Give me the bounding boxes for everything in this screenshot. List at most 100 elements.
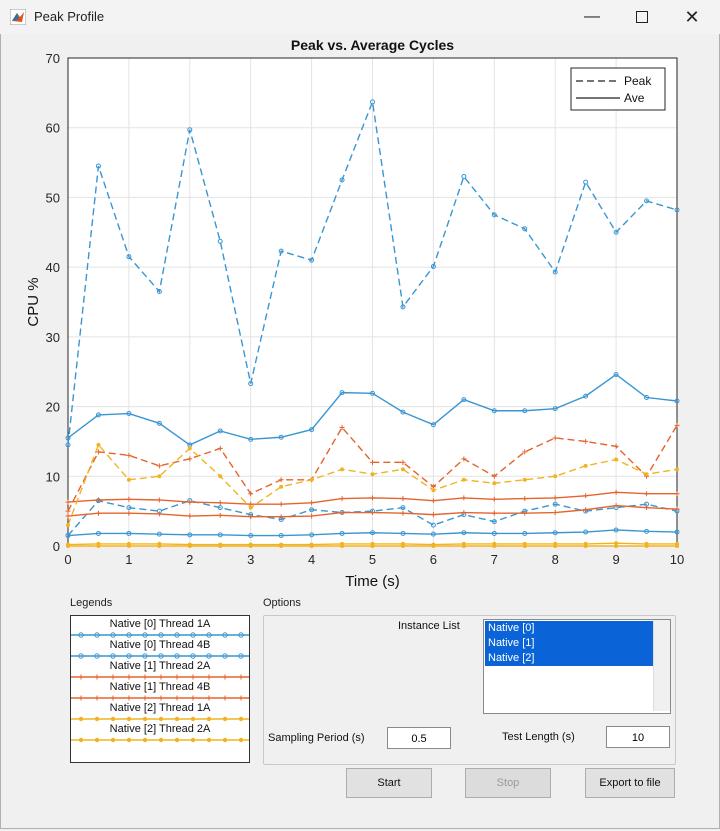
instance-list-item[interactable]: Native [2] xyxy=(485,651,653,666)
data-point xyxy=(583,438,589,444)
legend-marker xyxy=(206,674,212,680)
data-point xyxy=(340,467,345,472)
data-point xyxy=(339,530,345,536)
legends-panel: Native [0] Thread 1A Native [0] Thread 4B… xyxy=(70,615,250,763)
test-length-input[interactable]: 10 xyxy=(606,726,670,748)
data-point xyxy=(278,477,284,483)
legend-marker xyxy=(78,737,84,743)
legend-marker xyxy=(190,632,196,638)
data-point xyxy=(95,449,101,455)
instance-listbox[interactable]: Native [0] Native [1] Native [2] xyxy=(483,619,671,714)
legend-marker xyxy=(94,653,100,659)
data-point xyxy=(552,510,558,516)
legend-marker xyxy=(174,632,180,638)
data-point xyxy=(370,390,375,396)
sampling-period-input[interactable]: 0.5 xyxy=(387,727,451,749)
legend-marker xyxy=(94,716,100,722)
data-point xyxy=(644,505,650,511)
data-point xyxy=(461,456,467,462)
y-tick-label: 60 xyxy=(46,121,60,136)
minimize-button[interactable]: — xyxy=(572,4,612,30)
data-point xyxy=(218,544,223,548)
data-point xyxy=(644,472,649,477)
legend-item-swatch xyxy=(71,737,249,743)
data-point xyxy=(430,531,436,537)
legend-marker xyxy=(110,674,116,680)
data-point xyxy=(65,533,71,539)
stop-button[interactable]: Stop xyxy=(465,768,551,798)
close-icon: ✕ xyxy=(684,6,700,27)
data-point xyxy=(340,544,345,548)
x-tick-label: 9 xyxy=(612,552,619,567)
data-point xyxy=(613,503,619,509)
legend-item-label: Native [2] Thread 1A xyxy=(109,702,211,714)
data-point xyxy=(431,544,436,548)
data-point xyxy=(187,513,193,519)
x-tick-label: 3 xyxy=(247,552,254,567)
y-tick-label: 50 xyxy=(46,190,60,205)
data-point xyxy=(522,530,528,536)
legend-marker xyxy=(190,695,196,701)
instance-list-item[interactable]: Native [0] xyxy=(485,621,653,636)
data-point xyxy=(644,544,649,548)
legend-item-swatch xyxy=(71,674,249,680)
legend-marker xyxy=(78,632,84,638)
data-point xyxy=(126,411,132,417)
data-point xyxy=(674,491,680,497)
data-point xyxy=(279,544,284,548)
chart-legend xyxy=(570,67,666,111)
data-point xyxy=(95,510,101,516)
x-tick-label: 10 xyxy=(670,552,684,567)
data-point xyxy=(126,496,132,502)
data-point xyxy=(583,544,588,548)
data-point xyxy=(491,519,497,525)
data-point xyxy=(400,505,406,511)
data-point xyxy=(491,473,497,479)
legend-marker xyxy=(222,653,228,659)
data-point xyxy=(187,544,192,548)
data-point xyxy=(613,229,619,235)
matlab-icon xyxy=(10,9,26,25)
data-point xyxy=(492,481,497,486)
data-point xyxy=(248,491,254,497)
legend-marker xyxy=(222,674,228,680)
legend-item-label: Native [1] Thread 2A xyxy=(109,660,211,672)
data-point xyxy=(553,474,558,479)
data-point xyxy=(552,530,558,536)
data-point xyxy=(339,390,345,396)
data-point xyxy=(644,528,650,534)
legend-marker xyxy=(126,716,132,722)
data-point xyxy=(187,127,193,133)
legend-item-label: Native [1] Thread 4B xyxy=(109,681,211,693)
instance-list-item[interactable]: Native [1] xyxy=(485,636,653,651)
x-tick-label: 2 xyxy=(186,552,193,567)
legend-marker xyxy=(238,632,244,638)
data-point xyxy=(339,424,345,430)
maximize-icon xyxy=(636,11,648,23)
legend-item: Native [1] Thread 4B xyxy=(71,681,249,702)
legend-marker xyxy=(126,695,132,701)
data-point xyxy=(218,474,223,479)
data-point xyxy=(675,467,679,472)
data-point xyxy=(126,452,132,458)
data-point xyxy=(674,398,680,404)
data-point xyxy=(674,207,680,213)
data-point xyxy=(461,510,467,516)
maximize-button[interactable] xyxy=(622,4,662,30)
data-point xyxy=(674,422,680,428)
data-point xyxy=(95,530,101,536)
legend-marker xyxy=(158,674,164,680)
close-button[interactable]: ✕ xyxy=(672,4,712,30)
y-axis-label: CPU % xyxy=(25,277,42,326)
data-point xyxy=(126,510,132,516)
legend-marker xyxy=(190,674,196,680)
listbox-scrollbar[interactable] xyxy=(653,620,670,711)
legend-marker xyxy=(222,716,228,722)
minimize-icon: — xyxy=(584,8,600,25)
data-point xyxy=(339,496,345,502)
start-button[interactable]: Start xyxy=(346,768,432,798)
export-button[interactable]: Export to file xyxy=(585,768,675,798)
data-point xyxy=(157,474,162,479)
data-point xyxy=(491,496,497,502)
data-point xyxy=(217,238,223,244)
